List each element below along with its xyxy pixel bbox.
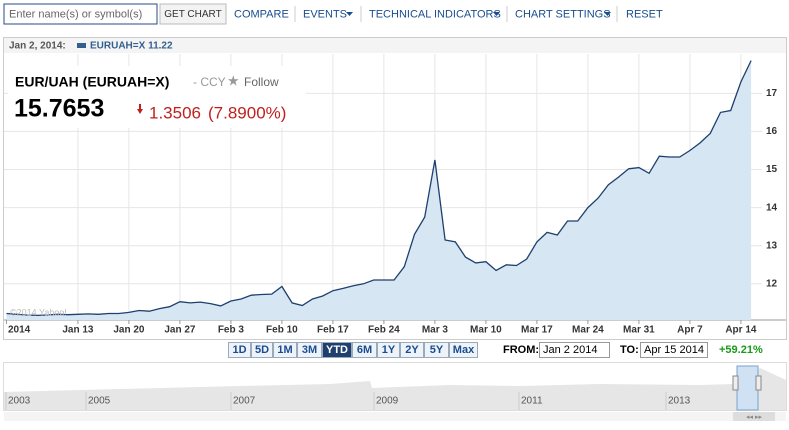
x-tick-label: Apr 14 (725, 325, 757, 336)
legend-swatch (77, 43, 86, 48)
y-tick-label: 14 (766, 202, 778, 213)
x-tick-label: Mar 31 (623, 325, 655, 336)
x-tick-label: Jan 13 (62, 325, 94, 336)
navigator-years: 2003 2005 2007 2009 2011 2013 (5, 392, 691, 410)
navigator-selection[interactable] (736, 365, 759, 411)
menu-item[interactable]: TECHNICAL INDICATORS (369, 8, 501, 20)
range-label: Max (453, 344, 475, 356)
y-tick-label: 17 (766, 88, 778, 99)
from-value: Jan 2 2014 (543, 344, 597, 356)
get-chart-label: GET CHART (164, 9, 221, 20)
range-button[interactable] (228, 342, 251, 358)
from-label: FROM: (503, 344, 539, 356)
x-tick-label: Apr 7 (677, 325, 703, 336)
x-tick-label: Jan 20 (113, 325, 145, 336)
dropdown-arrow (346, 12, 353, 16)
period-change: +59.21% (719, 344, 763, 356)
menu-item[interactable]: RESET (626, 8, 663, 20)
range-label: 1D (232, 344, 246, 356)
x-tick-label: Feb 24 (368, 325, 400, 336)
y-tick-label: 15 (766, 164, 778, 175)
navigator-handle[interactable] (732, 375, 739, 391)
x-tick-label: Mar 17 (521, 325, 553, 336)
x-tick-label: Jan 27 (164, 325, 196, 336)
range-label: 5D (255, 344, 269, 356)
range-label: 5Y (430, 344, 444, 356)
year-label: 2007 (233, 396, 256, 407)
range-label: YTD (326, 344, 348, 356)
quote-change: 1.3506 (149, 103, 201, 122)
navigator-handle[interactable] (755, 375, 762, 391)
legend-bar (4, 38, 786, 53)
range-button[interactable] (322, 342, 352, 358)
search-placeholder: Enter name(s) or symbol(s) (9, 8, 142, 20)
year-label: 2011 (521, 396, 543, 407)
to-value: Apr 15 2014 (644, 344, 704, 356)
quote-type: - CCY (193, 75, 226, 89)
quote-price: 15.7653 (14, 95, 104, 123)
get-chart-button[interactable] (159, 3, 227, 25)
x-tick-label: Mar 24 (572, 325, 604, 336)
y-tick-label: 16 (766, 126, 778, 137)
scrollbar-grip: ◂◂ ▸▸ (746, 414, 762, 421)
follow[interactable]: Follow (244, 75, 279, 89)
x-tick-label: Mar 10 (470, 325, 502, 336)
year-label: 2009 (376, 396, 399, 407)
search-input[interactable] (3, 3, 158, 25)
range-button[interactable] (424, 342, 449, 358)
quote-name: EUR/UAH (EURUAH=X) (15, 74, 169, 90)
y-tick-label: 12 (766, 278, 778, 289)
to-input[interactable] (640, 342, 708, 358)
x-tick-label: Mar 3 (422, 325, 449, 336)
watermark: ©2014 Yahoo! (10, 307, 67, 317)
star-icon[interactable]: ★ (227, 73, 240, 89)
x-tick-label: 2014 (8, 325, 31, 336)
navigator-area (4, 368, 786, 410)
quote-change-pct: (7.8900%) (208, 103, 286, 122)
x-tick-label: Feb 10 (266, 325, 298, 336)
range-label: 1M (277, 344, 292, 356)
year-label: 2005 (88, 396, 111, 407)
dropdown-arrow (493, 12, 500, 16)
range-button[interactable] (273, 342, 297, 358)
legend-date: Jan 2, 2014: (9, 41, 66, 52)
range-button[interactable] (377, 342, 400, 358)
area (6, 60, 752, 320)
price-line (6, 60, 752, 317)
menu-item[interactable]: EVENTS (303, 8, 347, 20)
range-buttons: 1D 5D 1M 3M YTD 6M 1Y 2Y 5Y Max (228, 342, 478, 358)
range-button[interactable] (352, 342, 377, 358)
range-label: 1Y (382, 344, 396, 356)
y-tick-label: 13 (766, 240, 778, 251)
down-arrow (137, 104, 143, 114)
year-label: 2013 (668, 396, 691, 407)
legend-series: EURUAH=X 11.22 (90, 41, 173, 52)
scrollbar (4, 412, 786, 421)
range-button[interactable] (449, 342, 478, 358)
to-label: TO: (620, 344, 639, 356)
range-label: 6M (357, 344, 372, 356)
range-button[interactable] (251, 342, 273, 358)
dropdown-arrow (604, 12, 611, 16)
scrollbar-thumb[interactable] (733, 412, 775, 421)
x-tick-label: Feb 3 (218, 325, 245, 336)
range-button[interactable] (400, 342, 424, 358)
range-label: 2Y (405, 344, 419, 356)
year-label: 2003 (8, 396, 31, 407)
from-input[interactable] (539, 342, 610, 358)
range-label: 3M (302, 344, 317, 356)
quote-box (8, 66, 306, 128)
menu-item[interactable]: CHART SETTINGS (515, 8, 611, 20)
range-button[interactable] (297, 342, 322, 358)
menu-item[interactable]: COMPARE (234, 8, 289, 20)
x-tick-label: Feb 17 (317, 325, 349, 336)
plot: 12 13 14 15 16 17 2014 Jan 13 Jan 20 Jan 27 Feb 3 F… (4, 54, 786, 336)
